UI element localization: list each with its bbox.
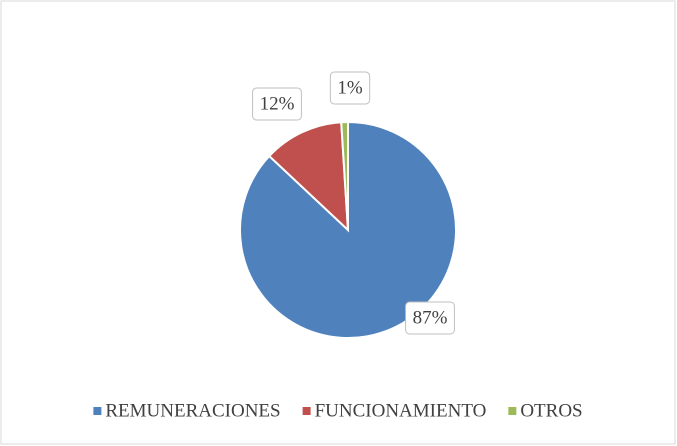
data-label: 12% [260, 93, 295, 114]
data-label: 87% [413, 307, 448, 328]
legend-swatch [302, 407, 311, 415]
data-label-box [405, 301, 455, 335]
data-label: 1% [337, 77, 363, 98]
legend-label: OTROS [520, 400, 582, 421]
data-label-box [252, 87, 302, 121]
legend-swatch [93, 407, 102, 415]
legend-swatch [508, 407, 517, 415]
legend-label: REMUNERACIONES [105, 400, 280, 421]
legend-label: FUNCIONAMIENTO [315, 400, 487, 421]
pie-slice [340, 120, 349, 231]
pie-slice [267, 121, 350, 233]
data-label-box [329, 71, 371, 105]
